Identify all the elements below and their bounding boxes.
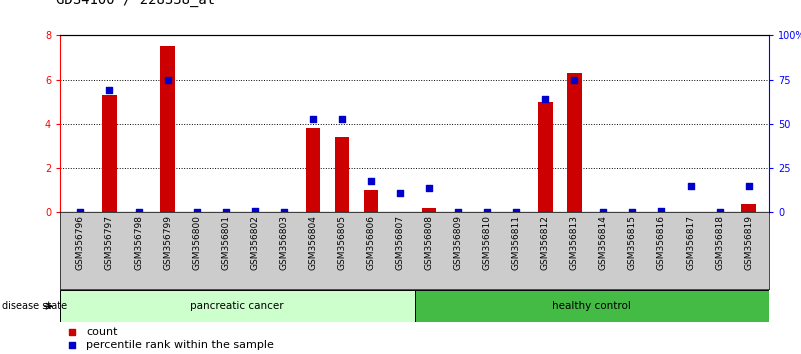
- Point: [423, 185, 436, 190]
- Text: GSM356810: GSM356810: [483, 215, 492, 270]
- Bar: [364, 190, 378, 212]
- Text: GSM356807: GSM356807: [396, 215, 405, 270]
- Point: [509, 210, 522, 215]
- Text: GDS4100 / 228338_at: GDS4100 / 228338_at: [56, 0, 215, 7]
- Text: GSM356797: GSM356797: [105, 215, 114, 270]
- Bar: [335, 137, 349, 212]
- Text: GSM356806: GSM356806: [366, 215, 376, 270]
- Point: [568, 77, 581, 82]
- Text: GSM356811: GSM356811: [512, 215, 521, 270]
- Text: GSM356816: GSM356816: [657, 215, 666, 270]
- Point: [298, 286, 311, 292]
- Point: [190, 210, 203, 215]
- Text: GSM356815: GSM356815: [628, 215, 637, 270]
- Text: GSM356801: GSM356801: [221, 215, 230, 270]
- Text: disease state: disease state: [2, 301, 67, 311]
- Text: percentile rank within the sample: percentile rank within the sample: [86, 340, 274, 350]
- Point: [713, 210, 726, 215]
- Text: GSM356817: GSM356817: [686, 215, 695, 270]
- Point: [336, 116, 348, 121]
- Point: [364, 178, 377, 183]
- Text: pancreatic cancer: pancreatic cancer: [191, 301, 284, 311]
- Point: [481, 210, 493, 215]
- Text: count: count: [86, 327, 118, 337]
- Point: [684, 183, 697, 189]
- Point: [307, 116, 320, 121]
- Point: [103, 87, 116, 93]
- Point: [539, 96, 552, 102]
- Bar: [538, 102, 553, 212]
- Point: [219, 210, 232, 215]
- Point: [74, 210, 87, 215]
- Point: [655, 208, 668, 213]
- Point: [298, 165, 311, 171]
- Text: GSM356800: GSM356800: [192, 215, 201, 270]
- Text: GSM356809: GSM356809: [453, 215, 463, 270]
- Text: healthy control: healthy control: [553, 301, 631, 311]
- Bar: [567, 73, 582, 212]
- Text: GSM356808: GSM356808: [425, 215, 433, 270]
- Bar: [415, 290, 769, 322]
- Bar: [305, 128, 320, 212]
- Point: [626, 210, 639, 215]
- Bar: [422, 208, 437, 212]
- Point: [161, 77, 174, 82]
- Point: [277, 210, 290, 215]
- Text: GSM356819: GSM356819: [744, 215, 753, 270]
- Point: [597, 210, 610, 215]
- Point: [132, 210, 145, 215]
- Text: GSM356803: GSM356803: [280, 215, 288, 270]
- Text: GSM356818: GSM356818: [715, 215, 724, 270]
- Point: [393, 190, 406, 196]
- Bar: [160, 46, 175, 212]
- Point: [248, 208, 261, 213]
- Text: GSM356799: GSM356799: [163, 215, 172, 270]
- Text: GSM356804: GSM356804: [308, 215, 317, 269]
- Bar: [103, 95, 117, 212]
- Bar: [742, 204, 756, 212]
- Point: [452, 210, 465, 215]
- Text: GSM356805: GSM356805: [337, 215, 346, 270]
- Text: GSM356812: GSM356812: [541, 215, 549, 269]
- Text: GSM356802: GSM356802: [250, 215, 260, 269]
- Text: GSM356798: GSM356798: [134, 215, 143, 270]
- Bar: [60, 290, 415, 322]
- Text: GSM356796: GSM356796: [76, 215, 85, 270]
- Point: [743, 183, 755, 189]
- Text: GSM356814: GSM356814: [599, 215, 608, 269]
- Text: GSM356813: GSM356813: [570, 215, 579, 270]
